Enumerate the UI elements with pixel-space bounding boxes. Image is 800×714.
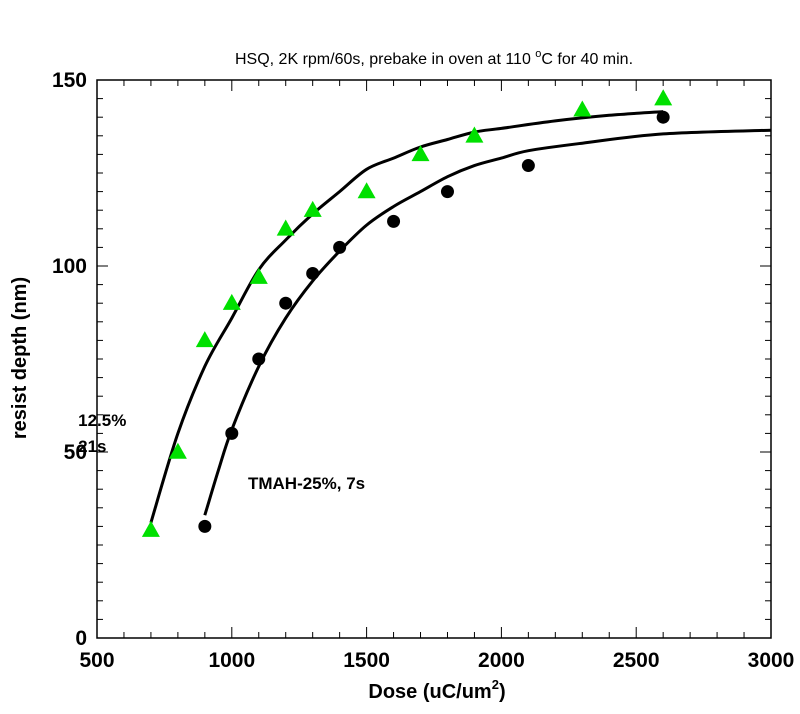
circle-marker [656, 110, 670, 124]
circle-marker [521, 159, 535, 173]
circle-marker [225, 426, 239, 440]
triangle-marker [303, 200, 322, 217]
triangle-marker [168, 442, 187, 459]
ticks [96, 79, 772, 639]
annot-21s: 21s [78, 437, 106, 456]
x-axis-title-sup: 2 [492, 677, 499, 692]
fit-curve-2 [203, 128, 772, 516]
y-tick-label: 150 [52, 69, 87, 92]
circle-marker [306, 266, 320, 280]
triangle-marker [411, 145, 430, 162]
fit-curve-1 [149, 110, 664, 524]
triangle-marker [276, 219, 295, 236]
triangle-marker [141, 520, 160, 537]
x-axis-title-main: Dose (uC/um [368, 681, 491, 703]
chart-title-main: HSQ, 2K rpm/60s, prebake in oven at 110 [235, 51, 535, 68]
triangle-marker [249, 267, 268, 284]
annotations: 12.5% 21s TMAH-25%, 7s [78, 411, 365, 493]
tick-labels: 500 1000 1500 2000 2500 3000 0 50 100 150 [52, 69, 794, 672]
y-axis-title: resist depth (nm) [9, 277, 31, 439]
x-tick-label: 500 [79, 649, 114, 672]
y-tick-label: 100 [52, 255, 87, 278]
x-axis-title: Dose (uC/um2) [368, 677, 505, 703]
x-tick-label: 1000 [208, 649, 255, 672]
x-tick-label: 1500 [343, 649, 390, 672]
y-tick-label: 50 [64, 441, 87, 464]
triangle-marker [573, 100, 592, 117]
axes [96, 79, 772, 639]
plot-frame [96, 79, 772, 639]
x-axis-title-close: ) [499, 681, 506, 703]
chart-title-degree: o [535, 48, 541, 60]
chart-title-tail: C for 40 min. [541, 51, 633, 68]
triangle-marker [357, 182, 376, 199]
triangle-marker [654, 89, 673, 106]
circle-marker [440, 185, 454, 199]
fit-lines [149, 110, 772, 524]
circle-marker [333, 240, 347, 254]
circle-marker [279, 296, 293, 310]
x-tick-label: 2000 [478, 649, 525, 672]
circle-marker [252, 352, 266, 366]
x-tick-label: 3000 [748, 649, 795, 672]
triangle-marker [222, 293, 241, 310]
circle-marker [198, 519, 212, 533]
y-tick-label: 0 [75, 627, 87, 650]
triangle-marker [195, 331, 214, 348]
markers [141, 89, 673, 537]
circle-marker [387, 214, 401, 228]
annot-12-5: 12.5% [78, 411, 126, 430]
annot-tmah: TMAH-25%, 7s [248, 474, 365, 493]
chart-title: HSQ, 2K rpm/60s, prebake in oven at 110 … [235, 48, 633, 68]
triangle-marker [465, 126, 484, 143]
x-tick-label: 2500 [613, 649, 660, 672]
